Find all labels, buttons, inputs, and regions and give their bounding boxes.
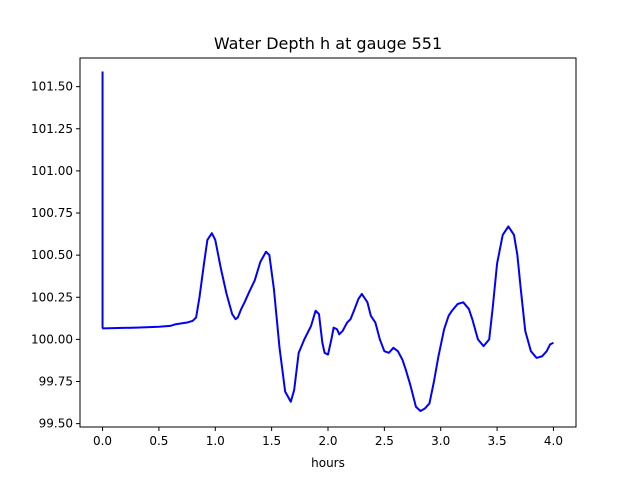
plot-area bbox=[101, 71, 554, 412]
x-tick-label: 1.5 bbox=[262, 434, 281, 448]
x-tick-label: 2.0 bbox=[318, 434, 337, 448]
y-tick-label: 100.75 bbox=[31, 206, 73, 220]
x-tick-label: 3.0 bbox=[431, 434, 450, 448]
x-tick-label: 0.0 bbox=[93, 434, 112, 448]
y-axis: 99.50 99.75 100.00 100.25 100.50 100.75 101.00… bbox=[31, 80, 80, 431]
y-tick-label: 100.25 bbox=[31, 290, 73, 304]
chart-title: Water Depth h at gauge 551 bbox=[214, 34, 442, 53]
x-axis-label: hours bbox=[311, 456, 345, 470]
series-line-0 bbox=[101, 71, 554, 412]
x-tick-label: 3.5 bbox=[488, 434, 507, 448]
x-axis: 0.0 0.5 1.0 1.5 2.0 2.5 3.0 3.5 4.0 bbox=[93, 427, 563, 448]
x-tick-label: 4.0 bbox=[544, 434, 563, 448]
y-tick-label: 99.50 bbox=[39, 417, 73, 431]
x-tick-label: 0.5 bbox=[149, 434, 168, 448]
x-tick-label: 2.5 bbox=[375, 434, 394, 448]
x-tick-label: 1.0 bbox=[206, 434, 225, 448]
y-tick-label: 100.00 bbox=[31, 332, 73, 346]
y-tick-label: 101.00 bbox=[31, 164, 73, 178]
y-tick-label: 101.50 bbox=[31, 80, 73, 94]
y-tick-label: 99.75 bbox=[39, 375, 73, 389]
y-tick-label: 101.25 bbox=[31, 122, 73, 136]
y-tick-label: 100.50 bbox=[31, 248, 73, 262]
